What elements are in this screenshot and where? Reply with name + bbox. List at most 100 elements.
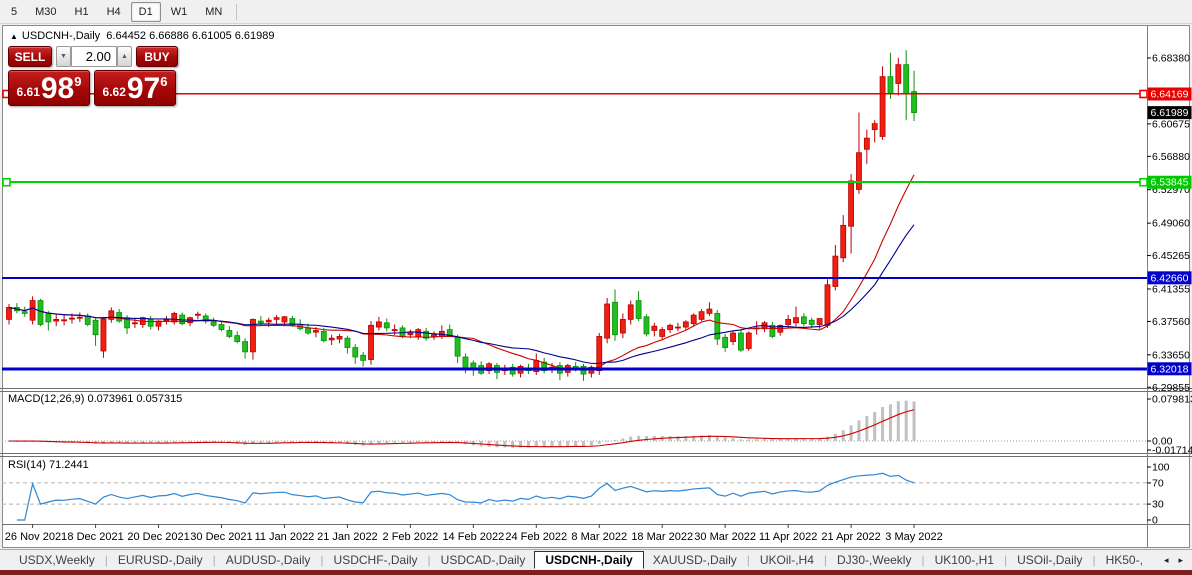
tab-audusd-daily[interactable]: AUDUSD-,Daily [225,553,311,567]
tab-xauusd-daily[interactable]: XAUUSD-,Daily [652,553,737,567]
price-badge [1147,271,1192,285]
macd-bar [369,441,373,445]
line-drag-handle[interactable] [1139,89,1148,99]
macd-bar [408,441,412,443]
tab-dj30-weekly[interactable]: DJ30-,Weekly [837,553,912,567]
buy-price-panel[interactable]: 6.62 97 6 [94,70,176,106]
rsi-axis-label: 100 [1152,462,1170,474]
sell-button[interactable]: SELL [8,46,52,67]
macd-bar [731,438,735,441]
macd-bar [212,441,216,443]
candle-body [6,307,12,320]
sell-price-panel[interactable]: 6.61 98 9 [8,70,90,106]
candle-body [462,356,469,369]
date-label: 20 Dec 2021 [127,531,189,543]
candle-body [706,308,713,314]
tab-separator: | [823,553,827,567]
tab-eurusd-daily[interactable]: EURUSD-,Daily [117,553,203,567]
macd-bar [849,425,853,441]
macd-bar [416,441,420,443]
candle-body [871,123,878,131]
tab-usdx-weekly[interactable]: USDX,Weekly [19,553,95,567]
volume-increase-button[interactable]: ▲ [117,46,132,67]
timeframe-button-w1[interactable]: W1 [170,5,188,18]
macd-bar [692,435,696,441]
date-label: 11 Apr 2022 [759,531,818,543]
macd-bar [526,441,530,448]
candle-body [108,310,115,320]
candle-body [100,318,107,352]
volume-input[interactable]: 2.00 [71,46,117,67]
volume-decrease-button[interactable]: ▼ [56,46,71,67]
candle-body [352,347,359,358]
macd-bar [582,441,586,447]
macd-bar [330,441,334,444]
macd-bar [204,441,208,442]
line-drag-handle[interactable] [2,177,11,187]
date-label: 2 Feb 2022 [383,531,439,543]
candle-body [903,64,910,95]
macd-bar [157,441,161,444]
candle-body [210,321,217,326]
macd-bar [424,441,428,443]
macd-bar [723,437,727,441]
tab-usoil-daily[interactable]: USOil-,Daily [1017,553,1083,567]
chart-background [2,25,1190,548]
macd-bar [101,441,105,444]
tab-uk100-h1[interactable]: UK100-,H1 [934,553,994,567]
macd-bar [432,441,436,443]
candle-body [431,334,437,337]
tab-scroll-left-icon[interactable]: ◂ [1163,554,1169,565]
macd-bar [739,439,743,441]
tab-usdchf-daily[interactable]: USDCHF-,Daily [333,553,418,567]
candle-body [320,330,327,342]
candle-body [37,300,44,325]
timeframe-button-h1[interactable]: H1 [74,5,89,18]
price-tick-label: 6.56880 [1152,151,1190,163]
date-label: 26 Nov 2021 [5,531,67,543]
timeframe-button-m30[interactable]: M30 [35,5,57,18]
ohlc-values: 6.64452 6.66886 6.61005 6.61989 [106,30,275,42]
macd-bar [180,441,184,443]
buy-price-base: 6.62 [102,85,126,99]
candle-body [840,224,847,259]
macd-bar [629,436,633,441]
rsi-line [16,472,915,521]
candle-body [147,318,154,327]
timeframe-button-mn[interactable]: MN [205,5,223,18]
date-label: 30 Mar 2022 [694,531,756,543]
candle-body [84,315,91,325]
tab-usdcnh-daily[interactable]: USDCNH-,Daily [534,551,644,569]
tab-ukoil-h4[interactable]: UKOil-,H4 [759,553,814,567]
timeframe-button-d1[interactable]: D1 [130,1,161,22]
collapse-panel-icon[interactable]: ▲ [10,32,18,41]
sell-price-base: 6.61 [16,85,40,99]
candle-body [848,180,854,227]
candle-body [368,324,374,360]
macd-bar [314,441,318,443]
macd-bar [904,400,908,441]
tab-hk50[interactable]: HK50-, [1105,553,1143,567]
buy-button[interactable]: BUY [136,46,178,67]
date-label: 3 May 2022 [885,531,942,543]
tab-scroll-right-icon[interactable]: ▸ [1178,554,1183,565]
macd-bar [550,441,554,447]
rsi-axis-label: 0 [1152,515,1158,527]
macd-indicator-label: MACD(12,26,9) 0.073961 0.057315 [8,393,182,405]
macd-bar [684,436,688,441]
timeframe-button-m5[interactable]: 5 [11,5,18,18]
macd-bar [589,441,593,446]
macd-bar [558,441,562,447]
candle-body [824,284,831,326]
tab-usdcad-daily[interactable]: USDCAD-,Daily [440,553,526,567]
candle-body [856,152,862,190]
rsi-name: RSI(14) [8,459,46,471]
line-drag-handle[interactable] [1139,177,1148,187]
ma-slow-line[interactable] [8,224,915,364]
timeframe-button-h4[interactable]: H4 [106,5,121,18]
candle-body [194,313,201,316]
macd-bar [597,441,601,444]
timeframe-toolbar: 5 M30 H1 H4 D1 W1 MN [0,0,1192,24]
